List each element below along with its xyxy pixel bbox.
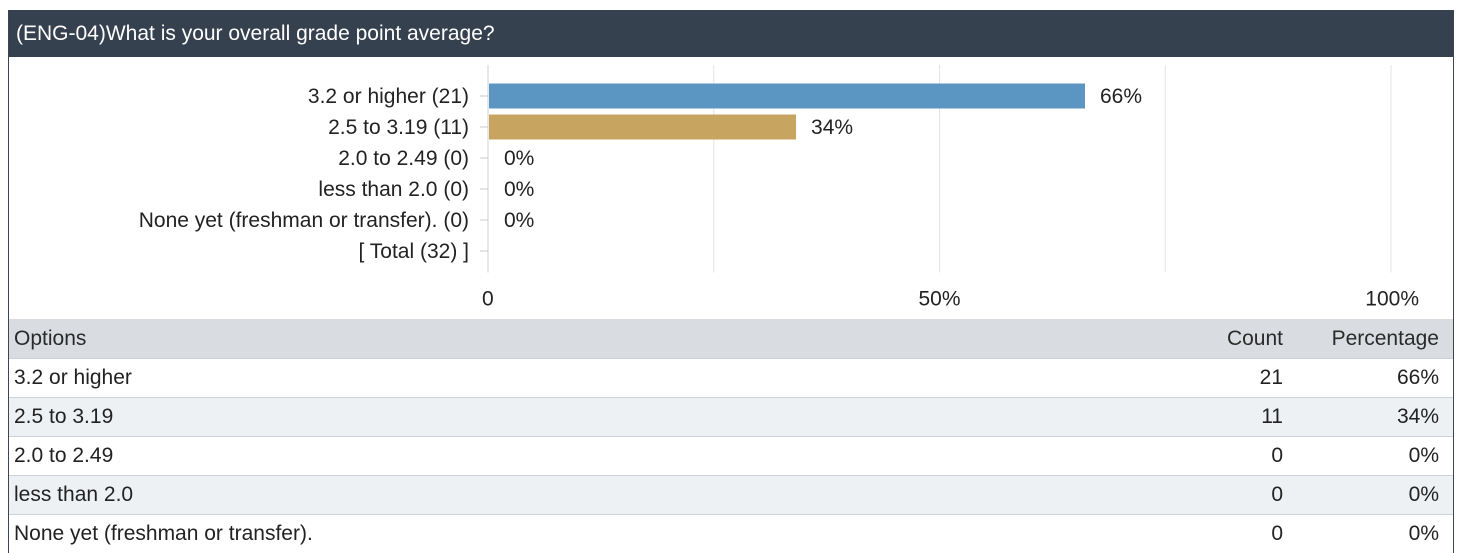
data-label: 34% bbox=[811, 116, 853, 139]
option-cell: 3.2 or higher bbox=[14, 366, 132, 389]
percentage-column-header: Percentage bbox=[1331, 326, 1439, 350]
bar-chart: 3.2 or higher (21) 66% 2.5 to 3.19 (11) 34%… bbox=[9, 57, 1453, 319]
percentage-cell: 0% bbox=[1408, 483, 1439, 506]
question-title: (ENG-04)What is your overall grade point… bbox=[9, 10, 1453, 57]
count-cell: 11 bbox=[1261, 405, 1283, 428]
count-cell: 0 bbox=[1271, 444, 1283, 467]
count-cell: 0 bbox=[1271, 483, 1283, 506]
option-cell: 2.0 to 2.49 bbox=[14, 444, 114, 467]
table-row: 3.2 or higher 21 66% bbox=[9, 359, 1453, 398]
option-cell: less than 2.0 bbox=[14, 483, 134, 506]
option-cell: None yet (freshman or transfer). bbox=[14, 522, 313, 545]
table-row: 2.5 to 3.19 11 34% bbox=[9, 398, 1453, 437]
count-cell: 0 bbox=[1271, 522, 1283, 545]
category-label: [ Total (32) ] bbox=[359, 240, 470, 263]
table-row: less than 2.0 0 0% bbox=[9, 476, 1453, 515]
bar-chart-svg: 3.2 or higher (21) 66% 2.5 to 3.19 (11) 34%… bbox=[139, 65, 1419, 311]
category-label: 3.2 or higher (21) bbox=[308, 85, 469, 108]
bar bbox=[489, 114, 797, 140]
survey-question-panel: (ENG-04)What is your overall grade point… bbox=[8, 10, 1454, 553]
percentage-cell: 66% bbox=[1396, 366, 1439, 389]
percentage-cell: 0% bbox=[1408, 444, 1439, 467]
x-tick-label: 0 bbox=[482, 288, 494, 311]
bar bbox=[489, 83, 1085, 109]
data-label: 0% bbox=[504, 147, 534, 170]
x-tick-label: 50% bbox=[918, 288, 960, 311]
table-row: None yet (freshman or transfer). 0 0% bbox=[9, 515, 1453, 553]
results-table: Options Count Percentage 3.2 or higher 2… bbox=[9, 319, 1453, 553]
option-cell: 2.5 to 3.19 bbox=[14, 405, 114, 428]
count-cell: 21 bbox=[1259, 366, 1283, 389]
count-column-header: Count bbox=[1226, 326, 1283, 350]
category-label: less than 2.0 (0) bbox=[318, 178, 469, 201]
table-row: 2.0 to 2.49 0 0% bbox=[9, 437, 1453, 476]
data-label: 66% bbox=[1100, 85, 1142, 108]
category-label: None yet (freshman or transfer). (0) bbox=[139, 209, 469, 232]
data-label: 0% bbox=[504, 209, 534, 232]
x-tick-label: 100% bbox=[1365, 288, 1419, 311]
category-label: 2.5 to 3.19 (11) bbox=[328, 116, 469, 139]
data-label: 0% bbox=[504, 178, 534, 201]
table-header-row: Options Count Percentage bbox=[9, 319, 1453, 359]
percentage-cell: 34% bbox=[1396, 405, 1439, 428]
options-column-header: Options bbox=[14, 326, 87, 350]
percentage-cell: 0% bbox=[1408, 522, 1439, 545]
category-label: 2.0 to 2.49 (0) bbox=[338, 147, 469, 170]
